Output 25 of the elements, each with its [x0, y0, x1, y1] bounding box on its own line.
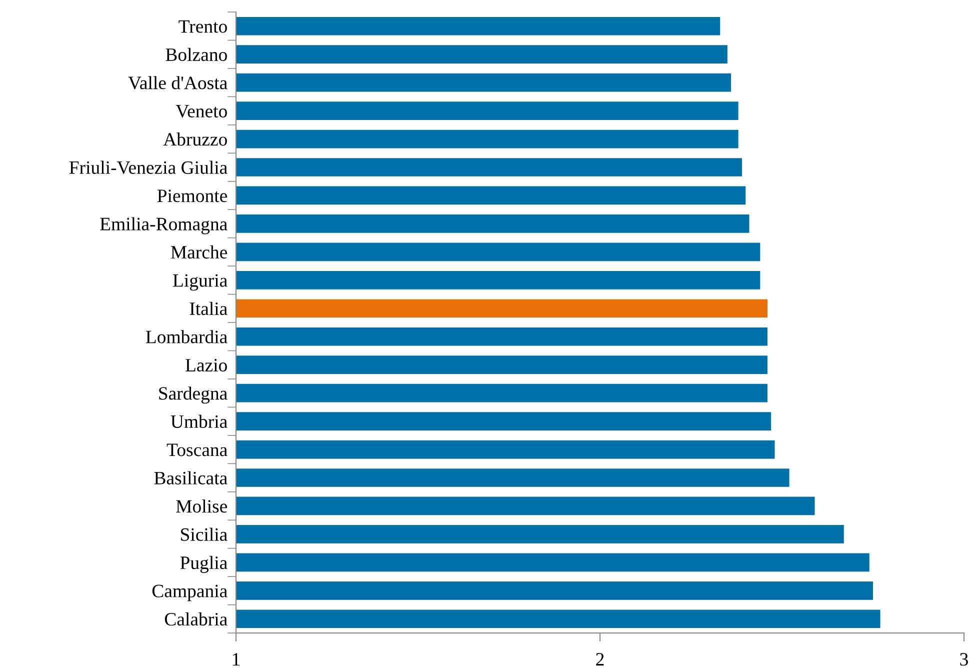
y-tick-label: Italia — [190, 302, 228, 316]
y-tick-label: Calabria — [164, 612, 228, 626]
y-tick-label: Lazio — [186, 358, 227, 372]
y-tick-label: Molise — [176, 499, 228, 513]
y-tick-label: Friuli-Venezia Giulia — [69, 160, 228, 174]
y-tick-label: Trento — [178, 20, 227, 33]
x-tick-label: 3 — [960, 653, 968, 666]
x-tick-label: 1 — [232, 653, 240, 666]
y-tick-label: Sardegna — [159, 386, 228, 404]
y-tick-label: Umbria — [170, 414, 228, 428]
y-tick-label: Emilia-Romagna — [100, 217, 228, 234]
y-tick-label: Valle d'Aosta — [128, 76, 228, 90]
y-tick-label: Campania — [152, 584, 228, 602]
y-tick-label: Abruzzo — [163, 132, 227, 146]
y-tick-label: Veneto — [176, 105, 227, 118]
y-tick-label: Toscana — [166, 444, 228, 456]
y-tick-label: Liguria — [173, 274, 228, 291]
y-tick-label: Lombardia — [146, 330, 228, 344]
y-tick-label: Sicilia — [181, 528, 228, 541]
y-tick-label: Basilicata — [154, 471, 228, 484]
y-tick-label: Piemonte — [157, 190, 228, 202]
y-tick-label: Puglia — [180, 556, 228, 573]
y-tick-label: Bolzano — [166, 48, 227, 62]
y-tick-label: Marche — [170, 245, 228, 259]
x-tick-label: 2 — [596, 653, 604, 666]
